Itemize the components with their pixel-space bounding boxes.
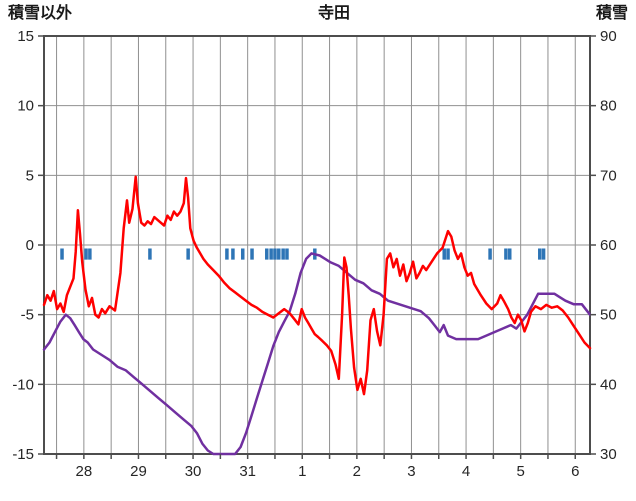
right-axis-tick-label: 50 <box>600 307 617 324</box>
right-axis-tick-label: 90 <box>600 28 617 45</box>
right-axis-tick-label: 40 <box>600 376 617 393</box>
right-axis-tick-label: 70 <box>600 167 617 184</box>
snow-depth-line <box>42 252 592 456</box>
x-axis-tick-label: 6 <box>571 463 579 480</box>
x-axis-tick-label: 1 <box>298 463 306 480</box>
right-axis-title: 積雪 <box>595 5 628 22</box>
left-axis-tick-label: 15 <box>17 28 34 45</box>
right-axis-tick-label: 60 <box>600 237 617 254</box>
x-axis-tick-label: 31 <box>239 463 256 480</box>
x-axis-tick-label: 3 <box>407 463 415 480</box>
left-axis-tick-label: 5 <box>26 167 34 184</box>
left-axis-tick-label: -15 <box>12 446 34 463</box>
left-axis-tick-label: -5 <box>21 307 34 324</box>
right-axis-tick-label: 80 <box>600 98 617 115</box>
right-axis-tick-label: 30 <box>600 446 617 463</box>
x-axis-tick-label: 5 <box>516 463 524 480</box>
x-axis-tick-label: 29 <box>130 463 147 480</box>
left-axis-tick-label: 10 <box>17 98 34 115</box>
left-axis-tick-label: -10 <box>12 376 34 393</box>
left-axis-tick-label: 0 <box>26 237 34 254</box>
x-axis-tick-label: 4 <box>462 463 470 480</box>
x-axis-tick-label: 30 <box>185 463 202 480</box>
chart-header: 積雪以外 寺田 積雪 <box>0 0 636 24</box>
left-axis-title: 積雪以外 <box>8 5 73 22</box>
x-axis-tick-label: 28 <box>76 463 93 480</box>
x-axis-tick-label: 2 <box>353 463 361 480</box>
chart-title: 寺田 <box>317 5 350 22</box>
non-snow-line <box>42 175 592 396</box>
